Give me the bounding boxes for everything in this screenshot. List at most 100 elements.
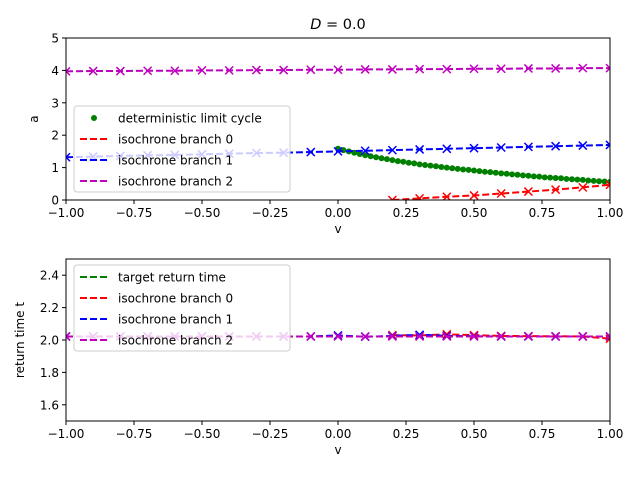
x-marker [469,143,479,153]
x-tick-label: 0.50 [461,206,488,220]
x-tick-label: −0.25 [252,427,289,441]
data-point [465,166,472,173]
x-marker [415,64,425,74]
data-point [530,173,537,180]
legend-label: isochrone branch 2 [118,334,233,348]
x-tick-label: 0.50 [461,427,488,441]
x-marker [306,65,316,75]
x-tick-label: 0.75 [529,427,556,441]
x-marker [306,147,316,157]
x-marker [442,331,452,341]
data-point [536,173,543,180]
legend-label: isochrone branch 2 [118,175,233,189]
x-marker [578,331,588,341]
legend-label: isochrone branch 1 [118,154,233,168]
x-marker [496,64,506,74]
y-tick-label: 1.8 [40,366,59,380]
y-tick-label: 1 [51,161,59,175]
x-marker [496,331,506,341]
data-point [514,171,521,178]
data-point [563,175,570,182]
legend-label: isochrone branch 0 [118,292,233,306]
data-point [383,156,390,163]
x-marker [551,331,561,341]
x-marker [415,331,425,341]
data-point [487,169,494,176]
data-point [438,163,445,170]
legend: target return time isochrone branch 0 isoc… [73,264,291,352]
x-tick-label: −0.50 [184,427,221,441]
x-marker [415,193,425,200]
data-point [389,157,396,164]
data-point [443,164,450,171]
x-marker [387,64,397,74]
legend-box [73,264,291,352]
x-marker [251,65,261,75]
data-point [596,178,603,185]
data-point [481,168,488,175]
x-marker [197,65,207,75]
data-point [373,154,380,161]
chart-title-value: = 0.0 [321,17,365,33]
series-0 [335,145,610,185]
data-point [498,170,505,177]
x-marker [551,63,561,73]
x-marker [469,330,479,340]
x-marker [115,66,125,76]
data-point [422,162,429,169]
x-tick-label: 0.00 [325,206,352,220]
x-marker [333,331,343,341]
data-point [416,161,423,168]
x-marker [578,63,588,73]
x-marker [523,187,533,197]
chart-title-symbol: D [310,17,321,33]
x-tick-label: 0.25 [393,427,420,441]
x-marker [605,180,610,190]
x-tick-label: 1.00 [597,427,624,441]
y-tick-label: 2.2 [40,301,59,315]
data-point [394,158,401,165]
x-marker [496,142,506,153]
y-tick-label: 1.6 [40,398,59,412]
x-marker [333,65,343,75]
data-point [400,158,407,165]
data-point [519,172,526,179]
data-point [449,165,456,172]
x-marker [88,66,98,76]
data-point [411,160,418,167]
data-point [427,162,434,169]
y-tick-label: 3 [51,96,59,110]
data-point [568,176,575,183]
data-point [362,152,369,159]
x-marker [469,331,479,341]
series-1 [387,180,610,200]
x-tick-label: −0.75 [116,427,153,441]
y-axis-label: a [27,115,41,122]
legend-label: target return time [118,271,226,285]
x-marker [551,185,561,195]
x-tick-label: −0.50 [184,206,221,220]
data-point [601,178,608,185]
x-marker [143,66,153,76]
y-tick-label: 4 [51,64,59,78]
x-tick-label: −0.25 [252,206,289,220]
x-marker [66,66,71,76]
data-point [471,167,477,174]
data-point [492,169,499,176]
legend-label: deterministic limit cycle [118,112,262,126]
data-point [541,174,548,181]
data-point [552,174,559,181]
x-marker [360,64,370,74]
x-marker [523,331,533,341]
chart-title: D = 0.0 [310,17,366,33]
x-marker [224,65,234,75]
x-marker [415,144,425,154]
data-point [574,176,581,183]
x-marker [333,146,343,156]
bottom-subplot: −1.00 −0.75 −0.50 −0.25 0.00 0.25 0.50 0.75 1.00… [13,258,624,457]
data-point [509,171,516,178]
x-marker [523,63,533,73]
data-point [432,163,439,170]
